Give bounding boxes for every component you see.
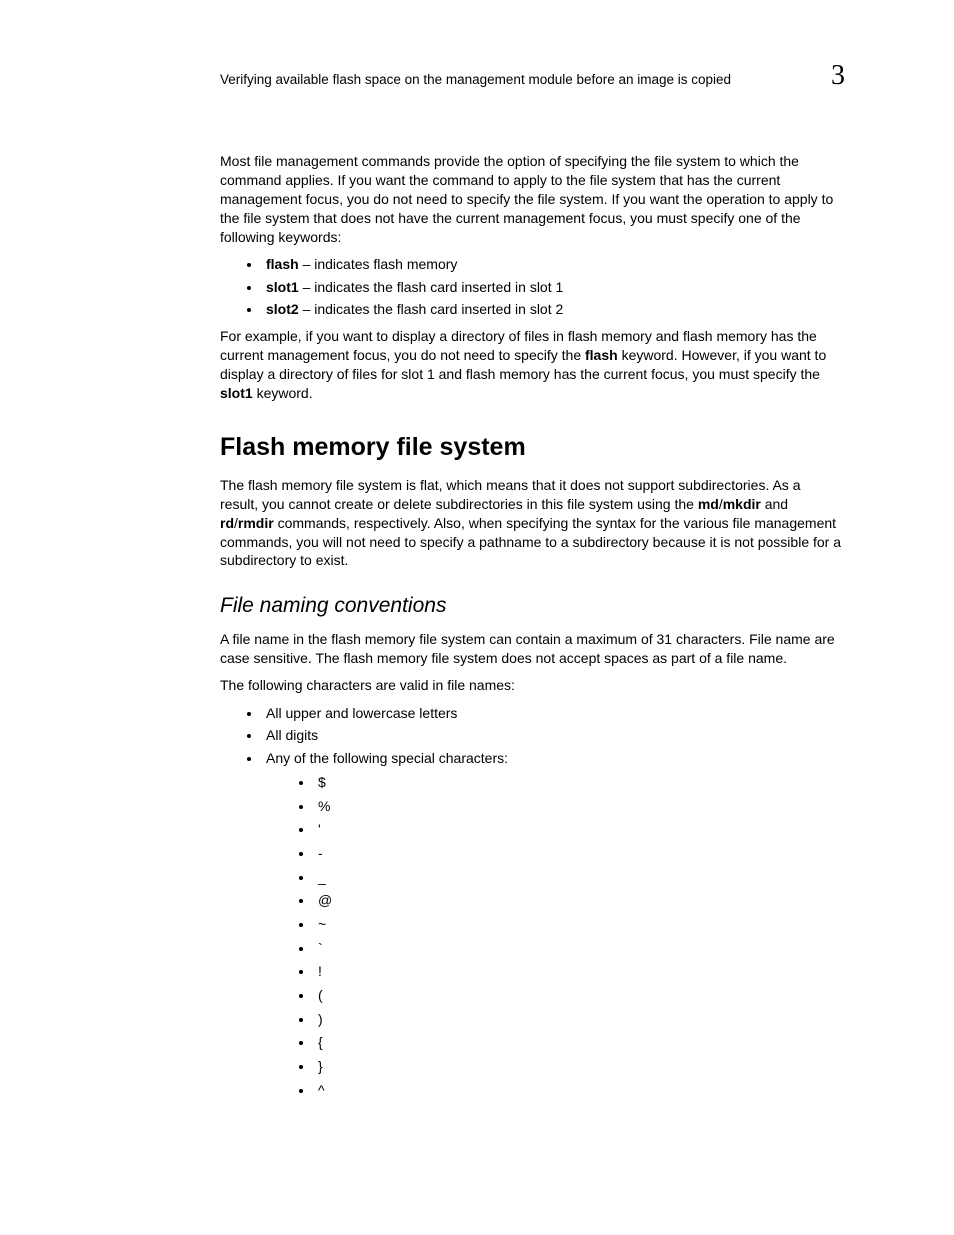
page-header: Verifying available flash space on the m… [220, 60, 845, 92]
list-item: All digits [262, 725, 841, 745]
cmd: md [698, 496, 719, 512]
text-run: keyword. [253, 385, 313, 401]
intro-paragraph: Most file management commands provide th… [220, 152, 841, 246]
subsection-heading-file-naming: File naming conventions [220, 594, 841, 618]
header-title: Verifying available flash space on the m… [220, 72, 731, 87]
list-item: % [314, 796, 841, 818]
keyword-desc: – indicates the flash card inserted in s… [299, 301, 564, 317]
keyword-desc: – indicates flash memory [299, 256, 458, 272]
section2-paragraph1: A file name in the flash memory file sys… [220, 630, 841, 668]
cmd: rd [220, 515, 234, 531]
list-item: - [314, 843, 841, 865]
list-item: ` [314, 938, 841, 960]
text-run: commands, respectively. Also, when speci… [220, 515, 841, 569]
list-item: ' [314, 819, 841, 841]
example-paragraph: For example, if you want to display a di… [220, 327, 841, 403]
list-item: slot1 – indicates the flash card inserte… [262, 277, 841, 297]
list-item: ~ [314, 914, 841, 936]
list-item: flash – indicates flash memory [262, 254, 841, 274]
chapter-number: 3 [831, 60, 845, 92]
list-item: { [314, 1032, 841, 1054]
cmd: rmdir [238, 515, 274, 531]
keyword-list: flash – indicates flash memory slot1 – i… [220, 254, 841, 319]
page-content: Most file management commands provide th… [220, 152, 841, 1102]
section1-paragraph: The flash memory file system is flat, wh… [220, 476, 841, 570]
list-item: } [314, 1056, 841, 1078]
keyword: slot1 [266, 279, 299, 295]
keyword: flash [266, 256, 299, 272]
keyword: flash [585, 347, 618, 363]
section2-paragraph2: The following characters are valid in fi… [220, 676, 841, 695]
list-item: Any of the following special characters:… [262, 748, 841, 1102]
list-item: slot2 – indicates the flash card inserte… [262, 299, 841, 319]
list-item: ) [314, 1009, 841, 1031]
list-item: ^ [314, 1080, 841, 1102]
list-item: ( [314, 985, 841, 1007]
list-item: _ [314, 867, 841, 889]
list-item: ! [314, 961, 841, 983]
keyword: slot1 [220, 385, 253, 401]
valid-chars-list: All upper and lowercase letters All digi… [220, 703, 841, 1102]
cmd: mkdir [723, 496, 761, 512]
list-item: $ [314, 772, 841, 794]
keyword: slot2 [266, 301, 299, 317]
keyword-desc: – indicates the flash card inserted in s… [299, 279, 564, 295]
document-page: Verifying available flash space on the m… [0, 0, 954, 1235]
text-run: and [761, 496, 788, 512]
list-item: @ [314, 890, 841, 912]
special-chars-intro: Any of the following special characters: [266, 750, 508, 766]
special-chars-list: $ % ' - _ @ ~ ` ! ( ) { } ^ [266, 772, 841, 1102]
section-heading-flash-memory: Flash memory file system [220, 433, 841, 462]
list-item: All upper and lowercase letters [262, 703, 841, 723]
